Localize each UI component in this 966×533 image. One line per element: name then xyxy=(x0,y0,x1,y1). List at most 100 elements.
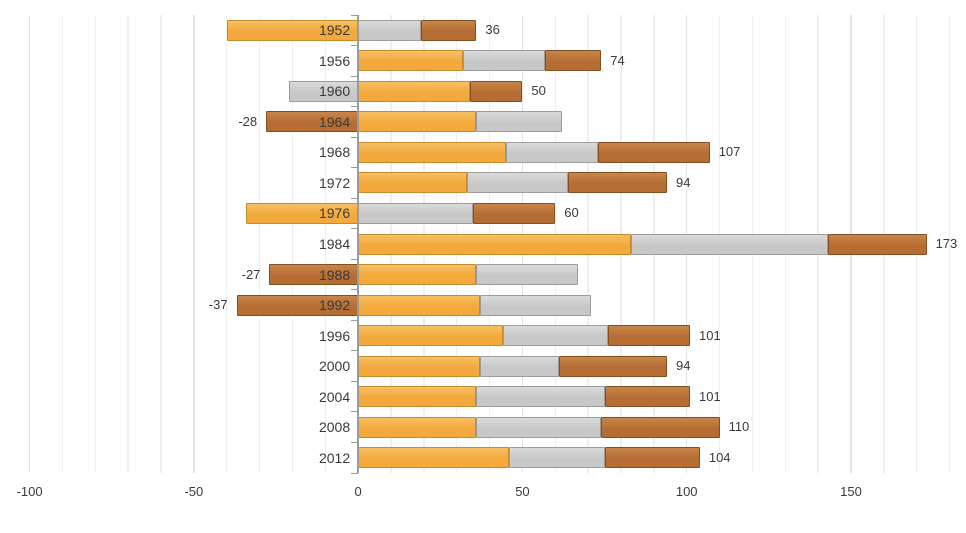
value-label: 101 xyxy=(699,327,721,343)
y-axis-tick xyxy=(350,441,358,443)
category-label: 1972 xyxy=(318,174,351,191)
bar-segment-silver[interactable] xyxy=(476,386,605,408)
y-axis-tick xyxy=(350,350,358,352)
category-label: 1964 xyxy=(318,113,351,130)
minor-gridline xyxy=(324,15,327,473)
value-label: 107 xyxy=(718,144,741,160)
category-label: 1988 xyxy=(318,266,351,283)
value-label: 173 xyxy=(935,236,958,251)
bar-segment-bronze[interactable] xyxy=(607,325,690,347)
x-axis-tick-label: 0 xyxy=(354,484,362,499)
bar-segment-silver[interactable] xyxy=(509,447,605,469)
bar-segment-silver[interactable] xyxy=(476,264,579,286)
bar-segment-gold[interactable] xyxy=(358,141,506,163)
x-axis-tick-label: -50 xyxy=(184,484,204,499)
bar-segment-bronze[interactable] xyxy=(473,202,556,224)
bar-segment-gold[interactable] xyxy=(358,233,631,255)
minor-gridline xyxy=(94,15,97,473)
y-axis-tick xyxy=(350,197,358,199)
bar-segment-bronze[interactable] xyxy=(601,416,720,438)
value-label: 104 xyxy=(708,449,731,465)
value-label: 74 xyxy=(610,52,625,68)
y-axis-tick xyxy=(350,228,358,230)
category-label: 2004 xyxy=(318,388,351,405)
value-label: 94 xyxy=(676,174,691,190)
bar-segment-gold[interactable] xyxy=(358,386,477,408)
minor-gridline xyxy=(61,15,64,473)
bar-segment-bronze[interactable] xyxy=(545,50,602,72)
value-label: 94 xyxy=(676,358,691,374)
minor-gridline xyxy=(948,15,951,473)
value-label: 50 xyxy=(531,83,546,99)
bar-segment-gold[interactable] xyxy=(358,111,477,133)
bar-segment-silver[interactable] xyxy=(479,294,592,316)
bar-segment-bronze[interactable] xyxy=(598,141,710,163)
value-label: 101 xyxy=(699,388,721,404)
category-label: 2012 xyxy=(318,449,351,466)
bar-segment-silver[interactable] xyxy=(630,233,828,255)
bar-segment-gold[interactable] xyxy=(358,294,480,316)
bar-segment-gold[interactable] xyxy=(358,447,510,469)
y-axis-line xyxy=(357,15,359,473)
bar-segment-gold[interactable] xyxy=(358,80,470,102)
y-axis-tick xyxy=(350,167,358,169)
category-label: 1984 xyxy=(318,236,351,252)
y-axis-tick xyxy=(350,14,358,16)
bar-segment-silver[interactable] xyxy=(476,111,562,133)
bar-segment-gold[interactable] xyxy=(358,325,503,347)
x-axis-tick-label: 150 xyxy=(840,484,862,499)
bar-segment-silver[interactable] xyxy=(502,325,608,347)
bar-segment-gold[interactable] xyxy=(358,355,480,377)
y-axis-tick xyxy=(350,106,358,108)
category-label: 1976 xyxy=(318,205,351,222)
y-axis-tick xyxy=(350,136,358,138)
bar-segment-bronze[interactable] xyxy=(604,386,690,408)
bar-segment-bronze[interactable] xyxy=(828,233,927,255)
category-label: 2008 xyxy=(318,419,351,436)
bar-segment-silver[interactable] xyxy=(506,141,598,163)
category-label: 1992 xyxy=(318,297,351,314)
bar-segment-bronze[interactable] xyxy=(420,19,477,41)
y-axis-tick xyxy=(350,319,358,321)
bar-segment-silver[interactable] xyxy=(466,172,569,194)
major-gridline xyxy=(193,15,195,473)
y-axis-tick xyxy=(350,380,358,382)
value-label: -37 xyxy=(208,297,228,313)
value-label: -28 xyxy=(238,113,258,129)
bar-segment-silver[interactable] xyxy=(358,202,474,224)
y-axis-tick xyxy=(350,289,358,291)
minor-gridline xyxy=(291,15,294,473)
y-axis-tick xyxy=(350,45,358,47)
bar-segment-silver[interactable] xyxy=(358,19,421,41)
bar-segment-silver[interactable] xyxy=(476,416,602,438)
minor-gridline xyxy=(160,15,162,473)
bar-segment-gold[interactable] xyxy=(358,264,477,286)
major-gridline xyxy=(28,15,31,473)
y-axis-tick xyxy=(350,411,358,413)
bar-segment-bronze[interactable] xyxy=(568,172,667,194)
value-label: 36 xyxy=(485,22,500,38)
category-label: 1956 xyxy=(318,52,351,69)
bar-segment-silver[interactable] xyxy=(479,355,559,377)
value-label: 60 xyxy=(564,205,579,221)
x-axis-tick-label: 100 xyxy=(675,484,698,499)
bar-segment-gold[interactable] xyxy=(358,416,477,438)
bar-segment-bronze[interactable] xyxy=(469,80,523,102)
category-label: 1960 xyxy=(318,83,351,100)
bar-segment-silver[interactable] xyxy=(463,50,546,72)
y-axis-tick xyxy=(350,258,358,260)
bar-segment-bronze[interactable] xyxy=(558,355,667,377)
y-axis-tick xyxy=(350,472,358,474)
y-axis-tick xyxy=(350,75,358,77)
bar-segment-bronze[interactable] xyxy=(604,447,700,469)
minor-gridline xyxy=(225,15,228,473)
x-axis-tick-label: -100 xyxy=(16,484,43,499)
category-label: 1996 xyxy=(318,327,351,344)
category-label: 1952 xyxy=(318,22,351,39)
value-label: -27 xyxy=(241,266,261,282)
bar-segment-gold[interactable] xyxy=(358,50,464,72)
minor-gridline xyxy=(258,15,261,473)
bar-segment-gold[interactable] xyxy=(358,172,467,194)
category-label: 1968 xyxy=(318,144,351,161)
